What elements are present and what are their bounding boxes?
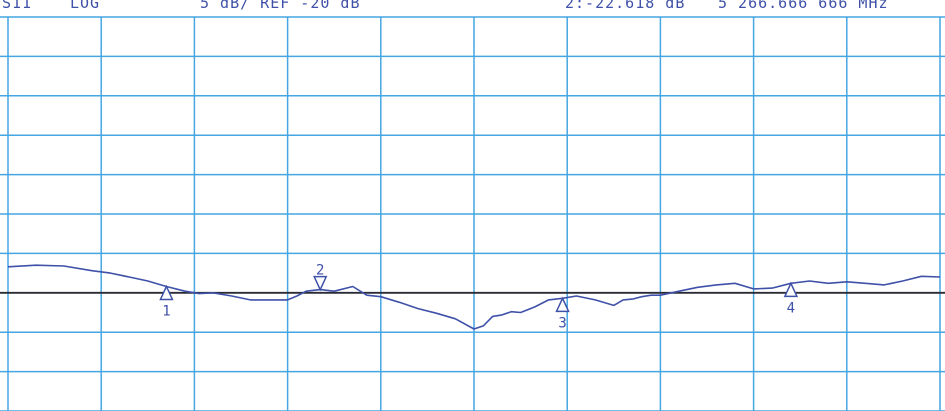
marker-triangle-icon xyxy=(159,284,174,301)
trace-line xyxy=(7,264,941,330)
marker-triangle-icon xyxy=(555,296,570,313)
marker-4: 4 xyxy=(783,281,799,316)
marker-1: 1 xyxy=(159,284,174,319)
graticule xyxy=(0,16,945,411)
marker-label: 1 xyxy=(162,303,170,319)
marker-group: 1 2 3 4 xyxy=(159,263,799,331)
marker-3: 3 xyxy=(555,296,570,331)
format-label: LOG xyxy=(70,0,101,12)
marker-frequency: 5 266.666 666 MHz xyxy=(718,0,889,12)
param-label: S11 xyxy=(2,0,33,12)
marker-readout: 2:-22.618 dB xyxy=(565,0,686,12)
scale-label: 5 dB/ REF -20 dB xyxy=(200,0,361,12)
status-header: S11 LOG 5 dB/ REF -20 dB 2:-22.618 dB 5 … xyxy=(0,0,945,14)
marker-label: 2 xyxy=(316,263,324,279)
trace-group xyxy=(7,264,941,330)
marker-label: 4 xyxy=(787,300,795,316)
marker-triangle-icon xyxy=(783,281,799,298)
marker-triangle-icon xyxy=(313,275,328,292)
marker-label: 3 xyxy=(558,315,566,331)
marker-2: 2 xyxy=(313,263,328,292)
